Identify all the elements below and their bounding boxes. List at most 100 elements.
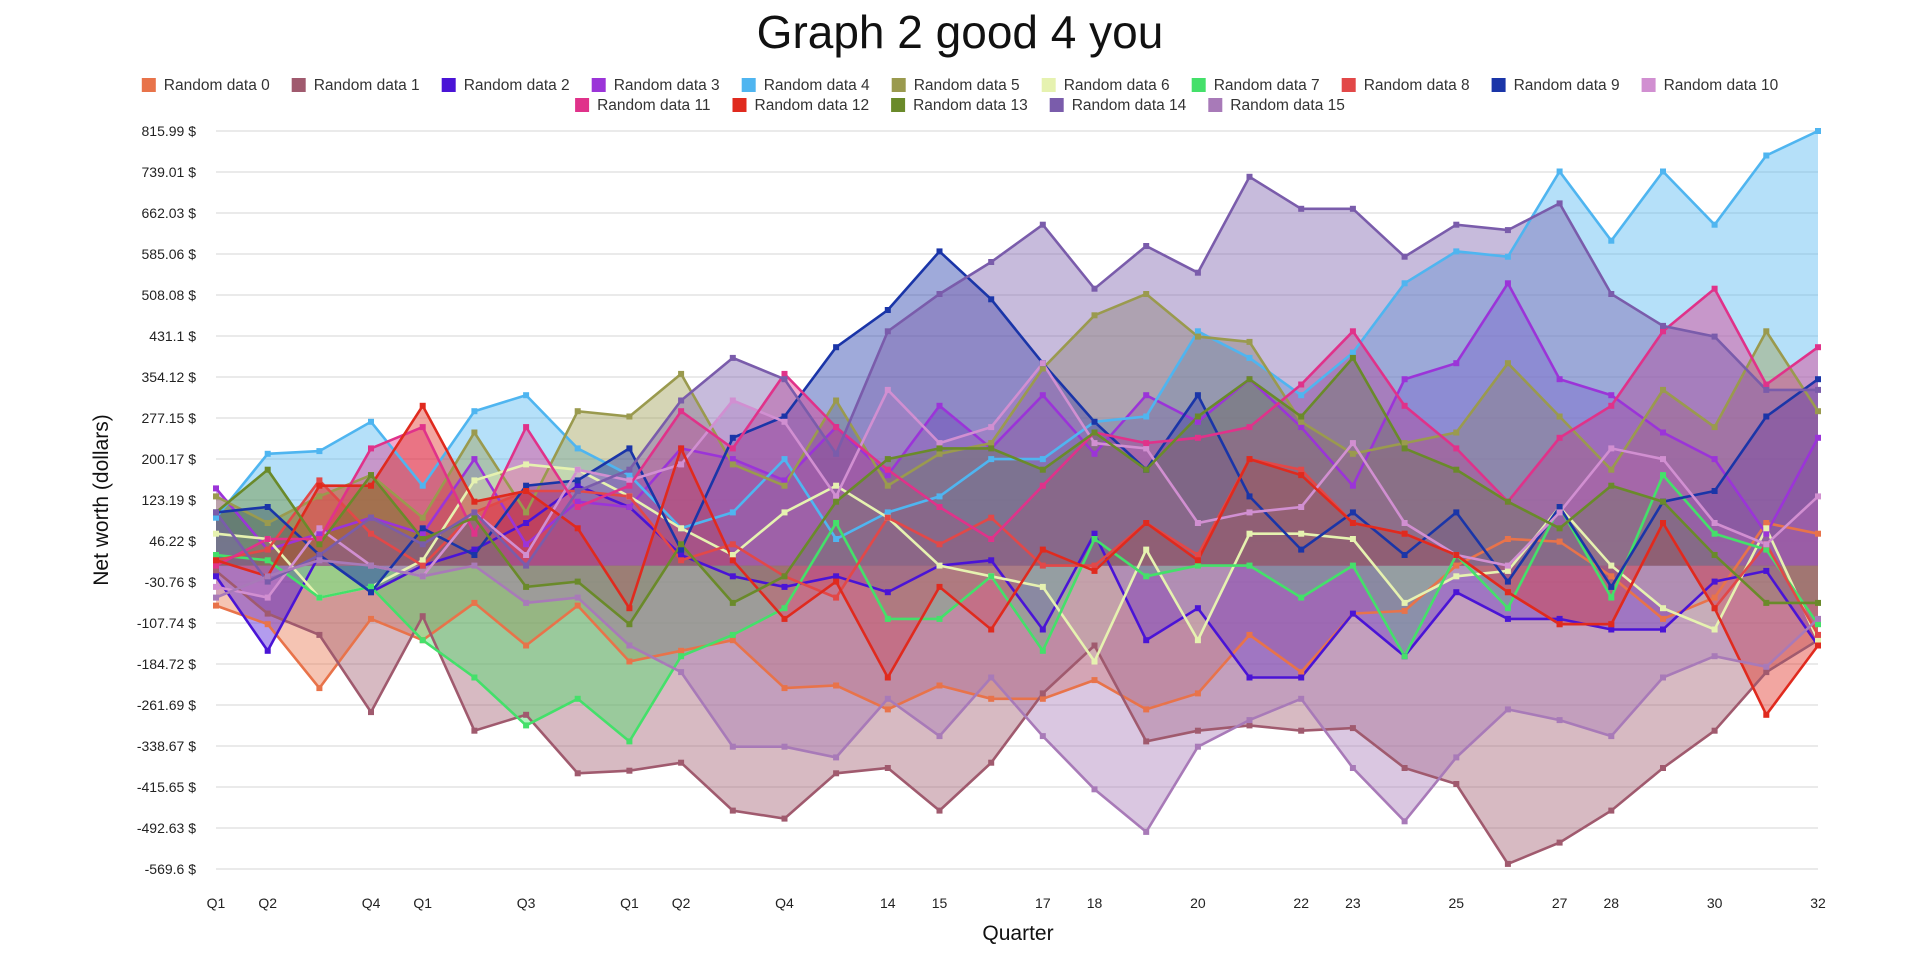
data-point[interactable] (1349, 765, 1356, 771)
data-point[interactable] (1763, 599, 1770, 606)
data-point[interactable] (988, 695, 995, 702)
data-point[interactable] (988, 456, 995, 463)
data-point[interactable] (419, 573, 426, 580)
data-point[interactable] (936, 248, 943, 255)
legend-item-8[interactable]: Random data 8 (1341, 77, 1470, 94)
data-point[interactable] (833, 397, 840, 404)
data-point[interactable] (1194, 605, 1201, 612)
data-point[interactable] (316, 448, 323, 455)
data-point[interactable] (264, 466, 271, 473)
data-point[interactable] (781, 743, 788, 750)
data-point[interactable] (523, 520, 530, 526)
data-point[interactable] (1194, 557, 1201, 564)
data-point[interactable] (729, 807, 736, 814)
data-point[interactable] (1763, 663, 1770, 670)
data-point[interactable] (213, 485, 219, 492)
data-point[interactable] (1711, 285, 1718, 292)
data-point[interactable] (574, 482, 581, 489)
data-point[interactable] (1504, 578, 1511, 585)
series-line-12[interactable] (215, 403, 1820, 718)
data-point[interactable] (1039, 733, 1046, 740)
data-point[interactable] (1711, 520, 1718, 526)
data-point[interactable] (1815, 621, 1821, 628)
data-point[interactable] (833, 498, 840, 505)
data-point[interactable] (936, 615, 943, 622)
data-point[interactable] (523, 722, 530, 729)
data-point[interactable] (419, 402, 426, 409)
data-point[interactable] (1143, 637, 1150, 644)
data-point[interactable] (368, 445, 374, 452)
data-point[interactable] (1453, 781, 1460, 787)
data-point[interactable] (1298, 472, 1305, 479)
data-point[interactable] (1815, 376, 1821, 383)
data-point[interactable] (213, 583, 219, 590)
data-point[interactable] (419, 482, 426, 489)
data-point[interactable] (316, 552, 323, 558)
data-point[interactable] (1504, 567, 1511, 574)
data-point[interactable] (678, 653, 685, 660)
data-point[interactable] (419, 613, 426, 620)
data-point[interactable] (1349, 354, 1356, 361)
data-point[interactable] (1660, 168, 1666, 175)
data-point[interactable] (1504, 706, 1511, 713)
data-point[interactable] (213, 530, 219, 537)
data-point[interactable] (1504, 605, 1511, 612)
data-point[interactable] (833, 536, 840, 542)
data-point[interactable] (1091, 450, 1098, 457)
series-line-0[interactable] (215, 521, 1819, 711)
data-point[interactable] (574, 695, 581, 702)
data-point[interactable] (936, 440, 943, 447)
data-point[interactable] (1660, 472, 1666, 479)
legend-item-9[interactable]: Random data 9 (1491, 77, 1620, 94)
data-point[interactable] (1194, 562, 1201, 569)
data-point[interactable] (1039, 221, 1046, 228)
data-point[interactable] (626, 621, 633, 628)
data-point[interactable] (833, 493, 840, 500)
data-point[interactable] (1453, 221, 1460, 228)
data-point[interactable] (1298, 413, 1305, 420)
data-point[interactable] (781, 370, 788, 377)
data-point[interactable] (936, 504, 943, 510)
data-point[interactable] (419, 562, 426, 569)
data-point[interactable] (1349, 536, 1356, 542)
data-point[interactable] (678, 397, 685, 404)
data-point[interactable] (884, 706, 891, 713)
data-point[interactable] (1091, 418, 1098, 425)
data-point[interactable] (574, 498, 581, 505)
data-point[interactable] (1298, 530, 1305, 537)
data-point[interactable] (1298, 424, 1305, 431)
data-point[interactable] (833, 424, 840, 431)
data-point[interactable] (936, 541, 943, 548)
data-point[interactable] (1815, 128, 1821, 134)
data-point[interactable] (1194, 552, 1201, 558)
data-point[interactable] (729, 631, 736, 638)
data-point[interactable] (626, 605, 633, 612)
data-point[interactable] (419, 536, 426, 542)
data-point[interactable] (1556, 717, 1563, 724)
data-point[interactable] (1815, 631, 1821, 638)
data-point[interactable] (988, 674, 995, 681)
data-point[interactable] (419, 541, 426, 548)
data-point[interactable] (471, 546, 478, 553)
data-point[interactable] (1143, 706, 1150, 713)
legend-item-7[interactable]: Random data 7 (1191, 77, 1320, 94)
series-line-11[interactable] (215, 286, 1819, 567)
data-point[interactable] (471, 674, 478, 681)
data-point[interactable] (1763, 381, 1770, 388)
data-point[interactable] (626, 466, 633, 473)
data-point[interactable] (1711, 221, 1718, 228)
data-point[interactable] (1556, 839, 1563, 846)
data-point[interactable] (1504, 860, 1511, 867)
data-point[interactable] (471, 477, 478, 484)
data-point[interactable] (988, 573, 995, 580)
data-point[interactable] (1453, 445, 1460, 452)
data-point[interactable] (213, 567, 219, 574)
data-point[interactable] (1298, 205, 1305, 212)
data-point[interactable] (833, 520, 840, 526)
data-point[interactable] (1815, 386, 1821, 393)
data-point[interactable] (1349, 349, 1356, 356)
data-point[interactable] (1815, 493, 1821, 500)
data-point[interactable] (1298, 381, 1305, 388)
data-point[interactable] (523, 488, 530, 494)
data-point[interactable] (574, 466, 581, 473)
